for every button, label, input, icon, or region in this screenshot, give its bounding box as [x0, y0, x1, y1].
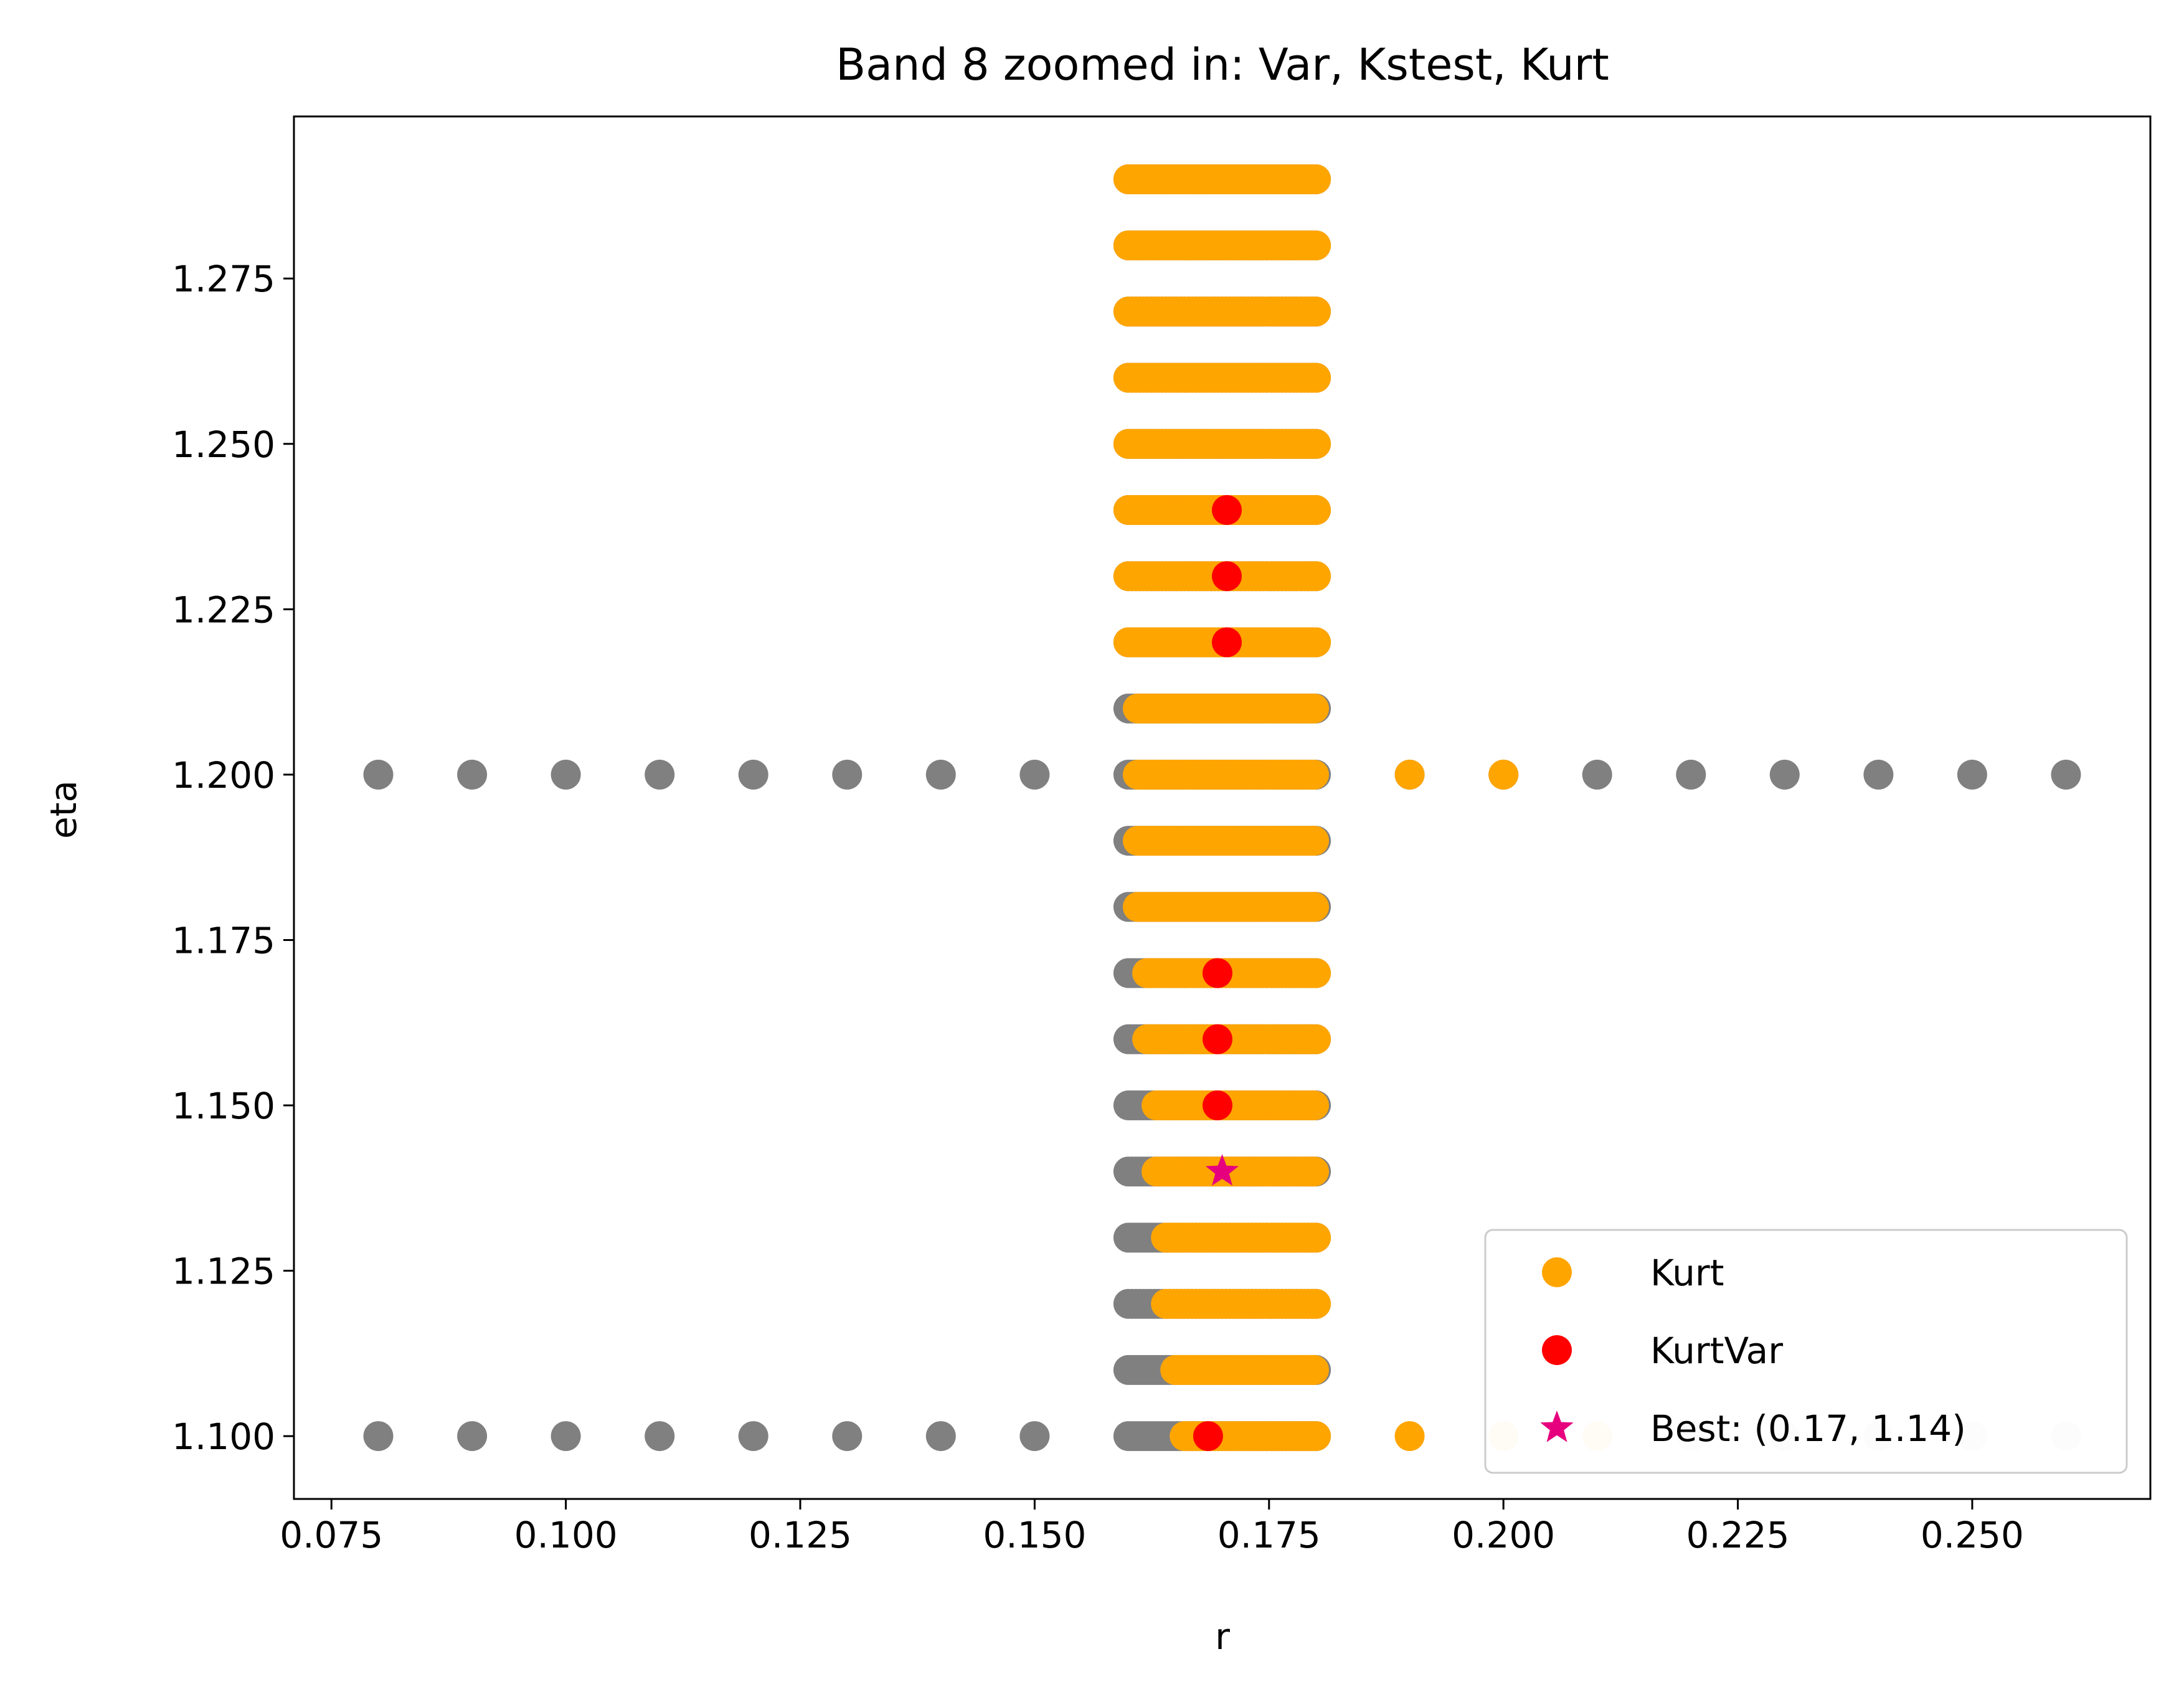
x-tick-label: 0.200 — [1452, 1514, 1555, 1556]
grid-point — [645, 759, 675, 790]
kurt-point — [1301, 428, 1331, 459]
kurt-point — [1301, 1024, 1331, 1054]
grid-point — [1019, 1421, 1050, 1452]
kurtvar-point — [1212, 627, 1242, 658]
legend-marker-kurtvar — [1542, 1335, 1572, 1365]
kurt-point — [1301, 362, 1331, 393]
kurt-point — [1301, 1421, 1331, 1452]
grid-point — [1769, 759, 1800, 790]
kurt-point — [1299, 826, 1329, 856]
kurtvar-point — [1212, 561, 1242, 592]
kurt-point — [1301, 627, 1331, 658]
grid-point — [738, 1421, 768, 1452]
grid-point — [925, 759, 956, 790]
chart-title: Band 8 zoomed in: Var, Kstest, Kurt — [836, 39, 1609, 90]
kurtvar-point — [1212, 495, 1242, 525]
kurt-point — [1299, 693, 1329, 724]
legend-label: Best: (0.17, 1.14) — [1650, 1407, 1966, 1450]
kurt-point — [1394, 759, 1425, 790]
kurt-point — [1301, 495, 1331, 525]
grid-point — [2051, 759, 2081, 790]
grid-point — [1863, 759, 1894, 790]
legend-marker-kurt — [1542, 1257, 1572, 1287]
x-tick-label: 0.250 — [1921, 1514, 2024, 1556]
x-tick-label: 0.150 — [983, 1514, 1086, 1556]
y-axis-label: eta — [42, 780, 85, 839]
best-point-star — [1205, 1154, 1239, 1186]
grid-point — [457, 759, 488, 790]
x-tick-label: 0.175 — [1217, 1514, 1321, 1556]
kurt-point — [1301, 1222, 1331, 1253]
grid-point — [1676, 759, 1706, 790]
kurt-point — [1299, 892, 1329, 922]
kurt-point — [1299, 1354, 1329, 1385]
grid-point — [645, 1421, 675, 1452]
x-tick-label: 0.100 — [514, 1514, 618, 1556]
kurtvar-point — [1203, 958, 1232, 988]
kurt-point — [1301, 1288, 1331, 1319]
legend-label: KurtVar — [1650, 1330, 1783, 1372]
x-tick-label: 0.125 — [749, 1514, 852, 1556]
y-tick-label: 1.250 — [172, 423, 275, 466]
kurt-point — [1299, 1156, 1329, 1187]
grid-point — [1019, 759, 1050, 790]
grid-point — [925, 1421, 956, 1452]
y-tick-label: 1.125 — [172, 1250, 275, 1293]
grid-point — [551, 759, 581, 790]
kurt-point — [1301, 296, 1331, 327]
grid-point — [363, 1421, 394, 1452]
kurtvar-point — [1203, 1024, 1232, 1054]
kurt-point — [1301, 164, 1331, 194]
plot-frame — [293, 115, 2152, 1500]
y-tick-label: 1.150 — [172, 1085, 275, 1127]
axes: 0.075 0.100 0.125 0.150 0.175 0.200 0.225 0.250… — [172, 115, 2152, 1556]
kurt-point — [1301, 561, 1331, 592]
grid-point — [738, 759, 768, 790]
kurt-point — [1301, 958, 1331, 988]
kurtvar-point — [1203, 1090, 1232, 1120]
legend: Kurt KurtVar Best: (0.17, 1.14) — [1484, 1229, 2128, 1474]
y-tick-label: 1.175 — [172, 919, 275, 962]
kurt-point — [1299, 1090, 1329, 1120]
plot-area — [363, 164, 2081, 1452]
grid-point — [832, 759, 863, 790]
kurt-point — [1299, 759, 1329, 790]
kurt-point — [1488, 759, 1519, 790]
grid-point — [551, 1421, 581, 1452]
legend-marker-best — [1540, 1411, 1574, 1442]
y-tick-label: 1.225 — [172, 588, 275, 631]
grid-point — [832, 1421, 863, 1452]
grid-point — [457, 1421, 488, 1452]
kurt-point — [1394, 1421, 1425, 1452]
y-tick-label: 1.200 — [172, 754, 275, 796]
legend-label: Kurt — [1650, 1252, 1724, 1294]
grid-point — [1582, 759, 1612, 790]
kurt-point — [1301, 230, 1331, 261]
legend-box — [1484, 1229, 2128, 1474]
x-tick-label: 0.225 — [1686, 1514, 1790, 1556]
y-tick-label: 1.100 — [172, 1416, 275, 1458]
x-axis-label: r — [1215, 1615, 1230, 1658]
x-tick-label: 0.075 — [280, 1514, 383, 1556]
grid-point — [1957, 759, 1987, 790]
grid-point — [363, 759, 394, 790]
y-tick-label: 1.275 — [172, 258, 275, 300]
kurtvar-point — [1193, 1421, 1223, 1452]
